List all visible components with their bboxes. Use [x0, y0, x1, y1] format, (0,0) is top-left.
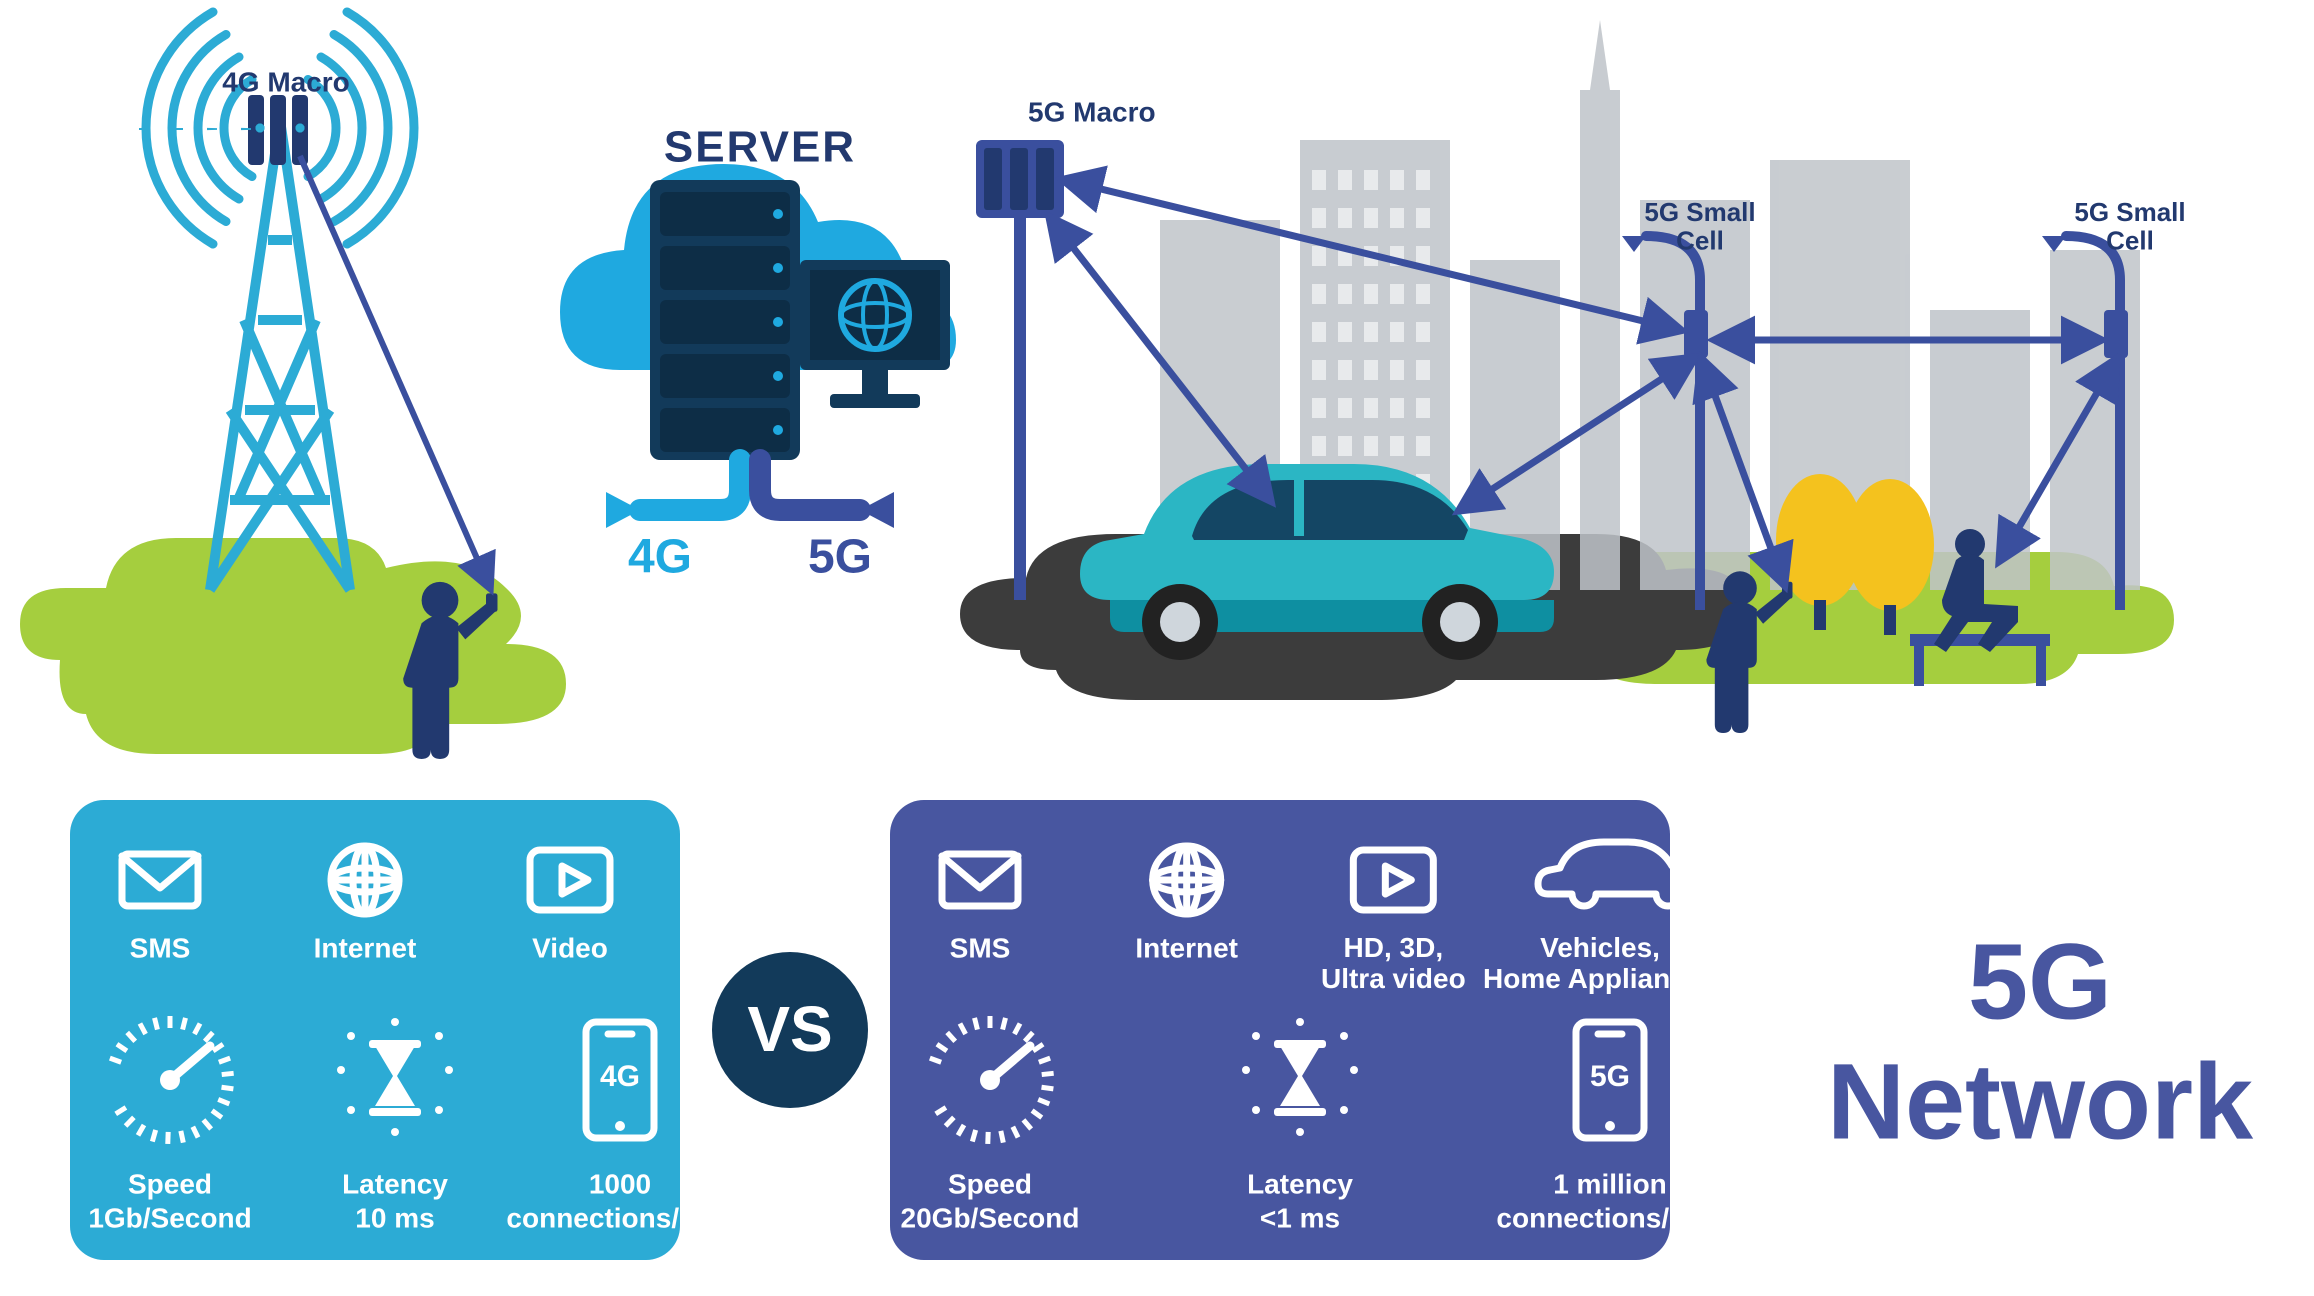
card-metric-line1: Speed	[948, 1168, 1032, 1199]
card-top-label: Video	[532, 932, 608, 963]
card-metric-line1: 1 million	[1553, 1168, 1667, 1199]
card-4g: SMSInternetVideoSpeed1Gb/SecondLatency10…	[70, 800, 734, 1260]
label-4g: 4G	[628, 531, 692, 584]
label-5g-small-cell: 5G SmallCell	[2074, 197, 2185, 256]
vs-label: VS	[747, 993, 832, 1065]
card-metric-line2: 10 ms	[355, 1202, 434, 1233]
title-line1: 5G	[1968, 921, 2112, 1042]
signal-arrow	[300, 156, 490, 588]
tower-4g-icon	[144, 12, 414, 590]
card-metric-line1: Latency	[1247, 1168, 1353, 1199]
card-metric-line2: 1Gb/Second	[88, 1202, 251, 1233]
label-4g-macro: 4G Macro	[222, 66, 350, 97]
label-5g-macro: 5G Macro	[1028, 96, 1156, 127]
phone-badge: 5G	[1590, 1060, 1630, 1093]
card-5g: SMSInternetHD, 3D,Ultra videoVehicles,Ho…	[890, 800, 1724, 1260]
label-5g: 5G	[808, 531, 872, 584]
globe-icon	[331, 846, 399, 914]
card-metric-line2: connections/Km²	[1496, 1202, 1723, 1233]
card-top-label: Internet	[314, 932, 417, 963]
card-metric-line1: 1000	[589, 1168, 651, 1199]
card-metric-line1: Speed	[128, 1168, 212, 1199]
card-top-label: SMS	[130, 932, 191, 963]
card-metric-line2: connections/Km²	[506, 1202, 733, 1233]
card-metric-line2: <1 ms	[1260, 1202, 1340, 1233]
server-icon	[560, 164, 956, 528]
card-top-label: Internet	[1135, 932, 1238, 963]
phone-badge: 4G	[600, 1060, 640, 1093]
card-top-label: SMS	[950, 932, 1011, 963]
globe-icon	[1153, 846, 1221, 914]
tree-icon	[1846, 479, 1934, 611]
title-line2: Network	[1827, 1041, 2254, 1162]
card-metric-line1: Latency	[342, 1168, 448, 1199]
card-metric-line2: 20Gb/Second	[901, 1202, 1080, 1233]
label-server: SERVER	[664, 123, 856, 172]
pole-5g-macro	[1014, 210, 1026, 600]
